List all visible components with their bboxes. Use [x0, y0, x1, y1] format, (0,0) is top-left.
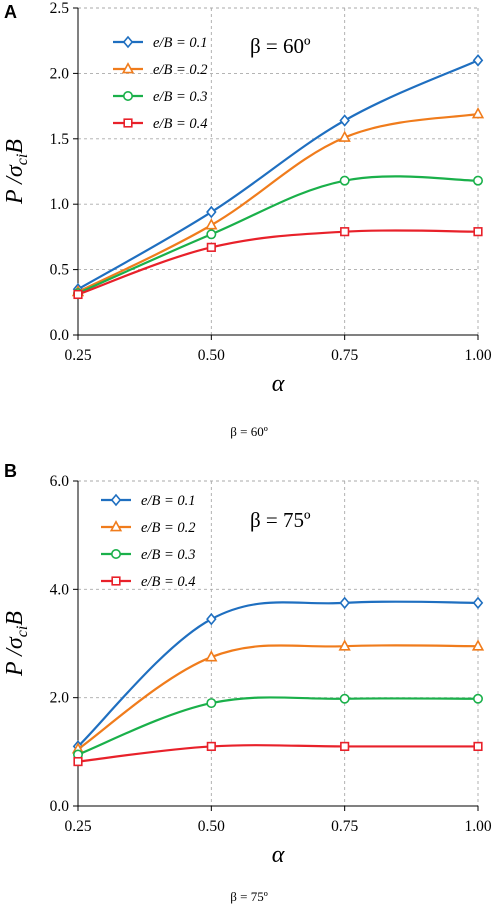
series [73, 693, 483, 760]
legend-label: e/B = 0.1 [141, 493, 195, 509]
data-point [206, 242, 216, 252]
x-tick-label: 0.50 [198, 347, 225, 364]
chart-caption: β = 75º [230, 889, 268, 904]
beta-annotation: β = 75º [250, 508, 311, 532]
data-point [473, 741, 483, 752]
panel-letter: A [4, 2, 17, 22]
x-tick-label: 0.50 [198, 818, 225, 835]
data-point [73, 289, 83, 300]
series-line [77, 744, 478, 763]
chart-a: 0.0 0.5 1.0 1.5 2.0 2.5 0.25 0.50 0.75 1.00 α P /σc… [2, 0, 492, 397]
x-axis-title: α [272, 371, 285, 397]
y-tick-label: 2.0 [50, 690, 70, 707]
data-point [206, 612, 217, 626]
data-point [471, 107, 485, 119]
data-point [73, 756, 83, 767]
data-point [111, 576, 121, 586]
series-line [77, 644, 479, 751]
legend: e/B = 0.1 e/B = 0.2 e/B = 0.3 e/B = 0.4 [101, 493, 195, 590]
legend-label: e/B = 0.4 [153, 116, 207, 132]
series [73, 741, 483, 767]
y-tick-label: 1.5 [50, 131, 70, 148]
series [72, 596, 484, 753]
x-tick-label: 1.00 [464, 347, 491, 364]
data-point [206, 205, 217, 219]
y-tick-label: 0.5 [50, 262, 70, 279]
data-point [472, 54, 484, 67]
data-point [109, 520, 123, 532]
legend-label: e/B = 0.2 [153, 62, 207, 78]
data-point [206, 698, 217, 709]
panel-letter: B [4, 461, 17, 481]
series [72, 54, 484, 296]
data-point [111, 549, 122, 560]
data-point [340, 741, 350, 752]
data-point [122, 35, 134, 49]
data-point [339, 693, 350, 704]
data-point [339, 114, 350, 127]
legend-label: e/B = 0.4 [141, 574, 195, 590]
data-point [471, 639, 485, 651]
data-point [338, 130, 351, 142]
y-tick-label: 2.5 [50, 0, 70, 17]
data-point [205, 218, 218, 230]
data-point [339, 175, 350, 186]
legend-label: e/B = 0.3 [141, 547, 195, 563]
data-point [205, 650, 218, 662]
y-tick-label: 2.0 [50, 65, 70, 82]
grid [78, 7, 479, 335]
legend-label: e/B = 0.1 [153, 35, 207, 51]
x-tick-label: 1.00 [464, 818, 491, 835]
y-tick-label: 1.0 [50, 196, 70, 213]
data-point [472, 175, 483, 186]
chart-panel-b: B 0.0 2.0 4.0 6.0 0.25 0.50 0.75 1.00 α P /σciB e/… [0, 459, 498, 918]
series [71, 639, 485, 754]
data-point [121, 62, 135, 74]
x-tick-label: 0.25 [64, 347, 91, 364]
data-point [206, 741, 216, 752]
legend-label: e/B = 0.3 [153, 89, 207, 105]
series-line [77, 229, 479, 296]
chart-panel-a: A 0.0 0.5 1.0 1.5 2.0 2.5 0.25 0.50 0.75 1.00 α P /… [2, 0, 492, 439]
data-point [339, 596, 350, 610]
y-tick-label: 4.0 [50, 581, 70, 598]
chart-b: 0.0 2.0 4.0 6.0 0.25 0.50 0.75 1.00 α P /σciB e/B … [2, 473, 492, 868]
data-point [110, 493, 122, 507]
beta-annotation: β = 60º [250, 34, 311, 58]
series [73, 227, 483, 300]
series-line [77, 112, 479, 293]
series-line [77, 696, 479, 756]
y-axis-title: P /σciB [2, 611, 31, 677]
data-point [340, 227, 350, 237]
legend: e/B = 0.1 e/B = 0.2 e/B = 0.3 e/B = 0.4 [113, 35, 207, 132]
data-point [123, 91, 134, 102]
data-point [123, 118, 133, 128]
y-axis-title: P /σciB [2, 139, 31, 205]
data-point [472, 693, 483, 704]
x-tick-label: 0.75 [331, 818, 358, 835]
series-line [77, 600, 479, 748]
data-point [472, 596, 484, 610]
chart-caption: β = 60º [230, 424, 268, 439]
data-point [338, 639, 351, 651]
series-line [77, 175, 479, 295]
data-point [473, 227, 483, 237]
data-point [206, 229, 217, 240]
x-tick-label: 0.25 [64, 818, 91, 835]
y-tick-label: 0.0 [50, 327, 70, 344]
legend-label: e/B = 0.2 [141, 520, 195, 536]
series-line [77, 59, 479, 291]
x-tick-label: 0.75 [331, 347, 358, 364]
x-axis-title: α [272, 842, 285, 868]
y-tick-label: 0.0 [50, 798, 70, 815]
y-tick-label: 6.0 [50, 473, 70, 490]
